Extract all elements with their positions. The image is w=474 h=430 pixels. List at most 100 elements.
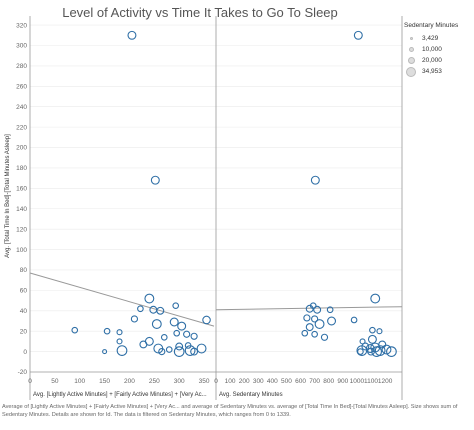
y-tick-label: 240 bbox=[16, 104, 27, 111]
data-point bbox=[356, 345, 368, 356]
data-point bbox=[311, 315, 319, 323]
x-tick-label: 200 bbox=[124, 378, 135, 385]
data-point bbox=[353, 30, 363, 40]
legend-circle-icon bbox=[407, 57, 415, 64]
y-tick-label: 200 bbox=[16, 145, 27, 152]
legend-label: 34,953 bbox=[422, 68, 442, 75]
data-point bbox=[175, 342, 184, 351]
data-point bbox=[116, 345, 128, 356]
data-point bbox=[177, 321, 187, 331]
data-point bbox=[149, 305, 158, 314]
x-tick-label: 1200 bbox=[378, 378, 393, 385]
data-point bbox=[369, 326, 376, 334]
x-tick-label: 250 bbox=[149, 378, 160, 385]
data-point bbox=[184, 345, 196, 356]
data-point bbox=[172, 302, 180, 310]
x-tick-label: 50 bbox=[51, 378, 59, 385]
data-point bbox=[116, 338, 123, 345]
y-tick-label: 140 bbox=[16, 206, 27, 213]
x-tick-label: 350 bbox=[199, 378, 210, 385]
x-tick-label: 500 bbox=[281, 378, 292, 385]
data-point bbox=[367, 347, 375, 356]
legend-item: 20,000 bbox=[404, 55, 474, 66]
data-point bbox=[158, 347, 166, 356]
data-point bbox=[137, 305, 144, 313]
data-point bbox=[196, 343, 207, 354]
data-point bbox=[370, 293, 381, 304]
legend-label: 20,000 bbox=[422, 57, 442, 64]
x-tick-label: 0 bbox=[28, 378, 32, 385]
x-axis-label: Avg. Sedentary Minutes bbox=[219, 392, 283, 398]
x-tick-label: 800 bbox=[323, 378, 334, 385]
y-tick-label: 320 bbox=[16, 22, 27, 29]
x-tick-label: 400 bbox=[267, 378, 278, 385]
x-tick-label: 300 bbox=[253, 378, 264, 385]
data-point bbox=[169, 317, 179, 327]
x-tick-label: 700 bbox=[309, 378, 320, 385]
data-point bbox=[305, 323, 314, 332]
data-point bbox=[376, 328, 383, 335]
x-tick-label: 0 bbox=[214, 378, 218, 385]
data-point bbox=[386, 346, 397, 357]
data-point bbox=[116, 329, 123, 336]
y-tick-label: 100 bbox=[16, 247, 27, 254]
x-tick-label: 100 bbox=[74, 378, 85, 385]
data-point bbox=[150, 175, 160, 185]
data-point bbox=[103, 327, 111, 335]
data-point bbox=[144, 293, 155, 304]
data-point bbox=[303, 314, 311, 322]
legend-label: 10,000 bbox=[422, 46, 442, 53]
x-tick-label: 1000 bbox=[350, 378, 365, 385]
data-point bbox=[127, 30, 137, 40]
legend: Sedentary Minutes 3,429 10,000 20,000 34… bbox=[404, 22, 474, 77]
legend-circle-icon bbox=[408, 47, 414, 52]
data-point bbox=[314, 319, 325, 329]
legend-title: Sedentary Minutes bbox=[404, 22, 459, 29]
data-point bbox=[190, 332, 198, 340]
x-tick-label: 150 bbox=[99, 378, 110, 385]
data-point bbox=[160, 333, 168, 341]
x-tick-label: 100 bbox=[225, 378, 236, 385]
data-point bbox=[151, 319, 162, 329]
trend-line bbox=[215, 306, 403, 311]
data-point bbox=[301, 329, 309, 337]
y-tick-label: 80 bbox=[20, 267, 28, 274]
data-point bbox=[381, 344, 392, 355]
data-point bbox=[139, 340, 148, 349]
x-tick-label: 900 bbox=[337, 378, 348, 385]
data-point bbox=[183, 330, 191, 338]
x-tick-label: 200 bbox=[239, 378, 250, 385]
data-point bbox=[71, 326, 79, 334]
chart-title: Level of Activity vs Time It Takes to Go… bbox=[62, 5, 338, 20]
data-point bbox=[320, 333, 329, 341]
y-tick-label: 60 bbox=[20, 288, 28, 295]
y-tick-label: 300 bbox=[16, 43, 27, 50]
data-point bbox=[202, 315, 211, 325]
y-tick-label: 280 bbox=[16, 63, 27, 70]
x-axis-label: Avg. [Lightly Active Minutes] + [Fairly … bbox=[33, 392, 207, 398]
data-point bbox=[165, 346, 173, 353]
y-tick-label: 220 bbox=[16, 124, 27, 131]
x-tick-label: 300 bbox=[174, 378, 185, 385]
legend-item: 10,000 bbox=[404, 44, 474, 55]
x-tick-label: 600 bbox=[295, 378, 306, 385]
data-point bbox=[310, 175, 320, 185]
x-tick-label: 1100 bbox=[364, 378, 378, 385]
legend-label: 3,429 bbox=[422, 35, 439, 42]
y-tick-label: 120 bbox=[16, 226, 27, 233]
y-tick-label: 0 bbox=[23, 349, 27, 356]
data-point bbox=[357, 348, 364, 355]
data-point bbox=[371, 346, 383, 357]
legend-circle-icon bbox=[406, 66, 416, 77]
data-point bbox=[311, 330, 318, 338]
legend-circle-icon bbox=[409, 37, 413, 40]
data-point bbox=[173, 346, 185, 357]
legend-item: 3,429 bbox=[404, 33, 474, 44]
data-point bbox=[102, 349, 108, 355]
data-point bbox=[350, 316, 358, 324]
data-point bbox=[326, 306, 334, 314]
y-axis-label: Avg. [Total Time In Bed]-[Total Minutes … bbox=[5, 134, 11, 258]
y-tick-label: 20 bbox=[20, 328, 28, 335]
legend-item: 34,953 bbox=[404, 66, 474, 77]
data-point bbox=[327, 316, 337, 326]
